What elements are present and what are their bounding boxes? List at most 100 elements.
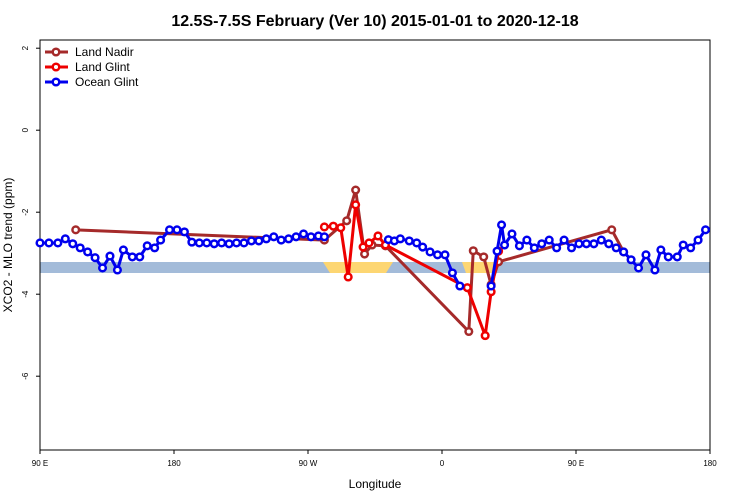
point [284, 234, 294, 244]
point [672, 252, 682, 262]
point [440, 250, 450, 260]
x-tick-label: 90 W [299, 459, 318, 468]
point [194, 238, 204, 248]
point [607, 225, 617, 235]
y-tick-label: -6 [21, 372, 30, 380]
point [328, 221, 338, 231]
point [231, 238, 242, 248]
legend-marker [51, 47, 61, 57]
point [35, 238, 45, 248]
legend-label: Land Nadir [75, 45, 134, 59]
y-tick-label: -2 [21, 208, 30, 216]
point [156, 235, 166, 245]
point [75, 243, 85, 253]
point [641, 250, 651, 260]
point [360, 249, 370, 259]
point [209, 239, 219, 249]
point [342, 216, 352, 226]
point [497, 220, 507, 230]
point [269, 232, 279, 242]
point [90, 253, 100, 263]
point [217, 238, 227, 248]
point [589, 239, 599, 249]
point [522, 235, 532, 245]
point [224, 239, 234, 249]
point [619, 247, 629, 257]
point [97, 263, 108, 273]
x-tick-label: 90 E [32, 459, 48, 468]
point [544, 235, 554, 245]
point [164, 225, 175, 235]
point [499, 240, 510, 250]
point [118, 245, 128, 255]
point [566, 243, 577, 253]
point [686, 243, 696, 253]
legend-label: Land Glint [75, 60, 130, 74]
point [678, 240, 688, 250]
point [468, 246, 478, 256]
point [596, 235, 606, 245]
point [127, 252, 137, 262]
point [298, 229, 309, 239]
point [700, 225, 711, 235]
point [44, 238, 54, 248]
y-tick-label: 0 [21, 127, 30, 132]
point [455, 281, 465, 291]
point [574, 239, 584, 249]
land-patch [323, 262, 393, 273]
y-axis-label: XCO2 - MLO trend (ppm) [1, 178, 15, 313]
point [53, 238, 63, 248]
point [537, 239, 547, 249]
point [432, 250, 443, 260]
x-tick-label: 0 [440, 459, 445, 468]
point [343, 272, 353, 282]
land-band [40, 262, 710, 273]
point [404, 236, 414, 246]
point [83, 247, 93, 257]
point [60, 234, 70, 244]
legend-marker [51, 77, 61, 87]
point [480, 331, 490, 341]
point [486, 281, 496, 291]
point [462, 283, 472, 293]
point [254, 236, 264, 246]
point [319, 232, 329, 242]
point [507, 229, 517, 239]
point [447, 268, 457, 278]
point [261, 234, 271, 244]
point [650, 265, 660, 275]
point [552, 243, 562, 253]
point [373, 231, 383, 241]
point [112, 265, 122, 275]
point [479, 252, 489, 262]
point [358, 242, 368, 252]
point [626, 255, 636, 265]
x-axis-label: Longitude [349, 477, 402, 491]
x-tick-label: 90 E [568, 459, 584, 468]
point [135, 252, 145, 262]
point [492, 246, 502, 256]
point [611, 243, 621, 253]
point [514, 241, 524, 251]
point [68, 239, 78, 249]
chart-title: 12.5S-7.5S February (Ver 10) 2015-01-01 … [171, 13, 578, 30]
point [142, 241, 152, 251]
y-tick-label: -4 [21, 290, 30, 298]
point [351, 200, 361, 210]
x-tick-label: 180 [167, 459, 181, 468]
point [364, 238, 374, 248]
point [179, 227, 189, 237]
point [306, 232, 316, 242]
point [172, 225, 182, 235]
point [581, 239, 591, 249]
point [291, 232, 301, 242]
point [656, 245, 666, 255]
point [246, 236, 256, 246]
point [239, 238, 249, 248]
point [319, 222, 329, 232]
y-tick-label: 2 [21, 45, 30, 50]
point [412, 238, 422, 248]
point [693, 235, 703, 245]
legend-label: Ocean Glint [75, 75, 139, 89]
